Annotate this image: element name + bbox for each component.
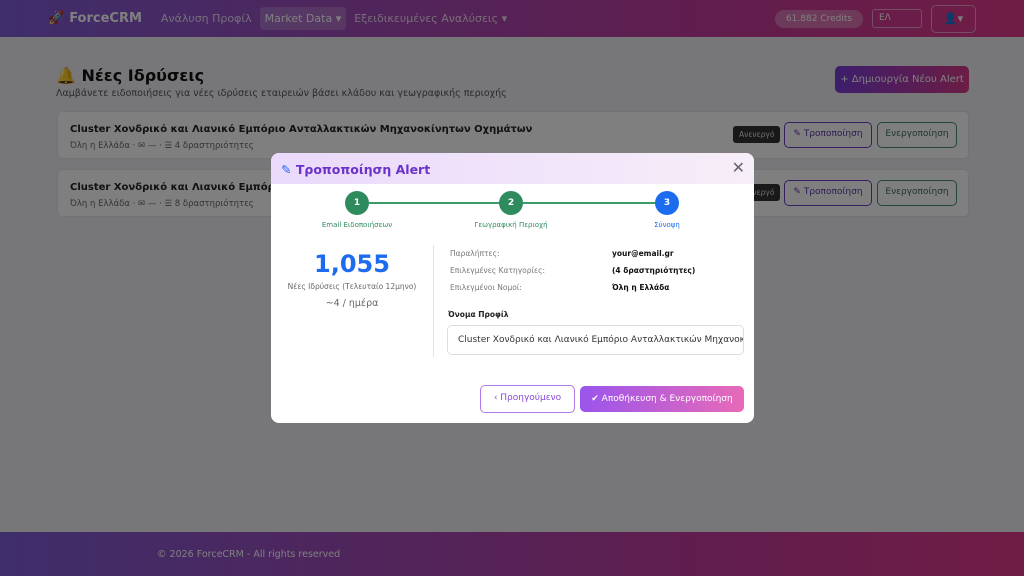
step-2-label: Γεωγραφική Περιοχή [474, 221, 548, 229]
regions-value: Όλη η Ελλάδα [612, 283, 670, 292]
count-label: Νέες Ιδρύσεις (Τελευταίο 12μηνο) [287, 282, 417, 291]
step-2[interactable]: 2 [499, 191, 523, 215]
profile-name-label: Όνομα Προφίλ [448, 310, 509, 319]
step-3[interactable]: 3 [655, 191, 679, 215]
categories-label: Επιλεγμένες Κατηγορίες: [450, 266, 546, 275]
step-3-label: Σύνοψη [654, 221, 680, 229]
modal-title: Τροποποίηση Alert [295, 162, 431, 177]
modal-header: ✎ Τροποποίηση Alert [271, 153, 754, 184]
save-activate-button[interactable]: ✔ Αποθήκευση & Ενεργοποίηση [580, 386, 744, 412]
categories-value: (4 δραστηριότητες) [612, 266, 696, 275]
profile-name-input[interactable]: Cluster Χονδρικό και Λιανικό Εμπόριο Αντ… [447, 325, 744, 355]
regions-label: Επιλεγμένοι Νομοί: [450, 283, 522, 292]
step-1[interactable]: 1 [345, 191, 369, 215]
step-1-label: Email Ειδοποιήσεων [321, 221, 393, 229]
step-connector [523, 202, 657, 204]
close-icon[interactable]: ✕ [731, 158, 745, 177]
pencil-icon: ✎ [281, 162, 292, 177]
step-connector [369, 202, 511, 204]
new-companies-count: 1,055 [314, 250, 390, 278]
recipients-label: Παραλήπτες: [450, 249, 500, 258]
edit-alert-modal: ✎ Τροποποίηση Alert ✕ 1 2 3 Email Ειδοπο… [271, 153, 754, 423]
per-day-rate: ~4 / ημέρα [325, 298, 379, 309]
recipients-value: your@email.gr [612, 249, 674, 258]
previous-button[interactable]: ‹ Προηγούμενο [480, 385, 575, 413]
divider [433, 245, 434, 357]
